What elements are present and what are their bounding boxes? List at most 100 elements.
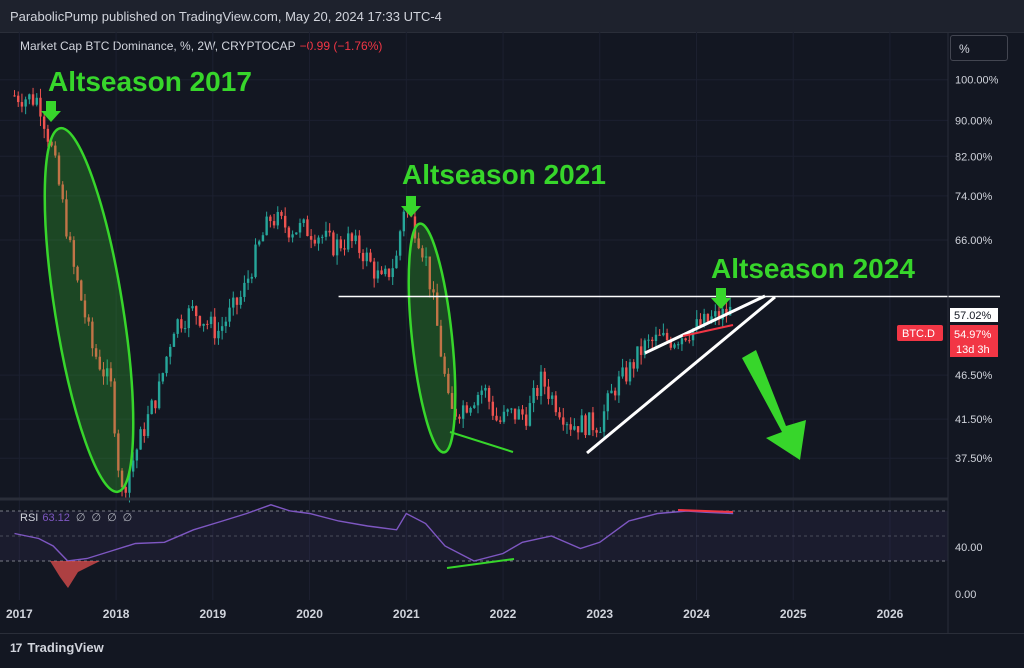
candle-body-49 <box>194 306 198 317</box>
candle-body-21 <box>91 321 94 349</box>
bullish-divergence-price <box>449 431 514 453</box>
candle-body-64 <box>250 276 254 279</box>
candle-body-130 <box>495 415 498 421</box>
rsi-value: 63.12 <box>42 512 70 524</box>
candle-body-1 <box>17 95 20 103</box>
y-tick-7: 46.50% <box>955 370 993 382</box>
candle-body-38 <box>154 400 157 409</box>
scale-percent-button[interactable]: % <box>950 35 1008 61</box>
candle-body-62 <box>243 282 246 297</box>
rsi-pane[interactable]: 40.00 0.00 <box>0 504 983 601</box>
candle-body-136 <box>517 409 520 420</box>
bearish-divergence-rsi <box>677 509 734 513</box>
candle-body-32 <box>131 460 135 472</box>
candle-body-138 <box>524 414 528 426</box>
candle-body-8 <box>42 116 46 129</box>
candle-body-94 <box>361 252 365 262</box>
candle-body-112 <box>428 256 431 290</box>
candle-body-29 <box>120 470 124 488</box>
candle-body-78 <box>302 219 305 223</box>
candle-body-34 <box>139 429 142 450</box>
candle-body-117 <box>447 373 450 394</box>
candle-body-91 <box>350 233 354 242</box>
price-axis[interactable]: 100.00% 90.00% 82.00% 74.00% 66.00% 46.50% 41.… <box>955 75 999 465</box>
candle-body-121 <box>461 405 465 419</box>
arrow-bearish-projection <box>742 350 806 460</box>
candle-body-20 <box>87 317 90 322</box>
candle-body-90 <box>347 233 350 250</box>
candle-body-88 <box>339 239 342 249</box>
x-tick-2: 2019 <box>199 607 226 621</box>
candle-body-15 <box>68 236 72 241</box>
wedge-lower <box>586 295 776 455</box>
candle-body-145 <box>550 395 554 399</box>
x-tick-7: 2024 <box>683 607 710 621</box>
candle-body-160 <box>606 393 609 412</box>
candle-body-169 <box>639 346 643 355</box>
candle-body-65 <box>254 244 257 277</box>
rsi-oversold-fill <box>50 561 100 588</box>
candle-body-17 <box>76 266 79 281</box>
last-price-value: 54.97% <box>954 329 992 341</box>
candle-body-104 <box>398 231 402 256</box>
grid <box>0 32 948 600</box>
candle-body-140 <box>532 387 535 404</box>
ellipse-2017 <box>43 126 135 494</box>
symbol-legend[interactable]: Market Cap BTC Dominance, %, 2W, CRYPTOC… <box>20 39 382 53</box>
candle-body-101 <box>387 268 391 278</box>
candle-body-46 <box>183 328 187 330</box>
candle-body-153 <box>580 415 584 433</box>
rsi-legend[interactable]: RSI 63.12 ∅ ∅ ∅ ∅ <box>20 511 132 524</box>
candle-body-81 <box>313 239 317 244</box>
candle-body-115 <box>439 325 443 357</box>
rsi-extra-2: ∅ <box>91 512 102 524</box>
candle-body-125 <box>476 394 480 406</box>
candle-body-70 <box>272 221 276 226</box>
candle-body-36 <box>146 414 150 436</box>
y-tick-3: 74.00% <box>955 191 993 203</box>
y-tick-8: 41.50% <box>955 414 993 426</box>
candle-body-44 <box>176 319 179 334</box>
candle-body-47 <box>187 308 190 329</box>
candle-body-152 <box>576 426 580 433</box>
annotation-2017: Altseason 2017 <box>48 66 252 97</box>
candle-body-192 <box>725 308 728 316</box>
arrow-down-2024 <box>711 288 731 309</box>
candle-body-75 <box>291 234 294 238</box>
candle-body-72 <box>280 211 283 216</box>
candle-body-76 <box>295 232 298 235</box>
price-badges: 57.02% BTC.D 54.97% 13d 3h <box>897 308 998 357</box>
candle-body-58 <box>228 307 231 322</box>
candle-body-55 <box>217 330 220 339</box>
candle-body-178 <box>673 344 676 348</box>
candle-body-10 <box>50 141 53 146</box>
candle-body-82 <box>317 237 320 244</box>
candle-body-186 <box>702 313 706 326</box>
candle-body-89 <box>343 248 346 250</box>
candle-body-14 <box>65 199 68 237</box>
candle-body-128 <box>487 387 491 402</box>
candle-body-30 <box>124 487 127 493</box>
candle-body-184 <box>695 319 698 329</box>
candle-body-190 <box>717 311 721 320</box>
candle-body-69 <box>269 216 272 222</box>
candle-body-148 <box>562 417 565 425</box>
symbol-badge: BTC.D <box>902 328 935 340</box>
candle-body-185 <box>699 319 702 326</box>
candle-body-173 <box>654 334 658 342</box>
candle-body-73 <box>283 215 287 228</box>
time-axis[interactable]: 2017 2018 2019 2020 2021 2022 2023 2024 2025 2026 <box>6 607 904 621</box>
candle-body-172 <box>651 339 654 342</box>
candle-body-168 <box>636 346 639 369</box>
candle-body-52 <box>206 323 209 325</box>
candle-body-102 <box>391 268 394 278</box>
candle-body-56 <box>220 326 224 331</box>
candle-body-123 <box>469 407 472 413</box>
candle-body-71 <box>276 211 279 226</box>
candle-body-59 <box>232 297 235 308</box>
publish-info: ParabolicPump published on TradingView.c… <box>10 9 442 24</box>
candle-body-68 <box>265 216 268 236</box>
tradingview-logo[interactable]: 17 TradingView <box>10 640 104 655</box>
candle-body-105 <box>402 211 406 232</box>
